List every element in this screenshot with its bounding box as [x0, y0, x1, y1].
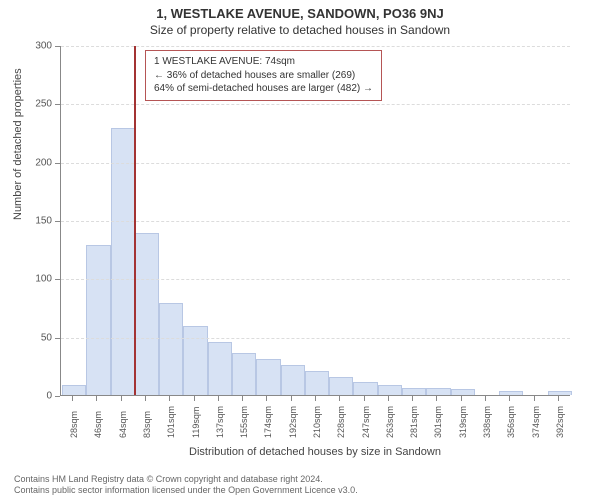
y-tick-label: 300 [22, 41, 52, 52]
marker-line [134, 46, 136, 395]
y-tick-mark [55, 163, 60, 164]
y-tick-mark [55, 396, 60, 397]
bar [281, 365, 305, 395]
x-tick-mark [412, 396, 413, 401]
y-tick-mark [55, 338, 60, 339]
x-tick-mark [364, 396, 365, 401]
y-tick-mark [55, 104, 60, 105]
bar [451, 389, 475, 395]
x-tick-label: 137sqm [215, 406, 225, 438]
y-tick-mark [55, 221, 60, 222]
x-tick-label: 83sqm [142, 411, 152, 438]
x-tick-label: 356sqm [506, 406, 516, 438]
grid-line [61, 163, 570, 164]
bar [329, 377, 353, 396]
x-tick-mark [218, 396, 219, 401]
x-tick-label: 155sqm [239, 406, 249, 438]
x-tick-mark [315, 396, 316, 401]
callout-line-1: 1 WESTLAKE AVENUE: 74sqm [154, 55, 373, 69]
bar [499, 391, 523, 396]
x-tick-label: 392sqm [555, 406, 565, 438]
x-tick-label: 174sqm [263, 406, 273, 438]
bar [111, 128, 135, 395]
bar [402, 388, 426, 395]
x-tick-label: 210sqm [312, 406, 322, 438]
x-tick-label: 247sqm [361, 406, 371, 438]
x-tick-mark [509, 396, 510, 401]
grid-line [61, 279, 570, 280]
plot-area: 1 WESTLAKE AVENUE: 74sqm ← 36% of detach… [60, 46, 570, 396]
footer: Contains HM Land Registry data © Crown c… [14, 474, 586, 497]
bar [183, 326, 207, 395]
x-tick-label: 119sqm [191, 407, 201, 438]
x-tick-label: 263sqm [385, 406, 395, 438]
bar [208, 342, 232, 396]
x-tick-mark [291, 396, 292, 401]
x-tick-mark [121, 396, 122, 401]
x-tick-mark [145, 396, 146, 401]
y-tick-label: 200 [22, 157, 52, 168]
x-tick-mark [96, 396, 97, 401]
x-tick-label: 192sqm [288, 406, 298, 438]
chart-container: 1, WESTLAKE AVENUE, SANDOWN, PO36 9NJ Si… [0, 0, 600, 500]
x-tick-label: 374sqm [531, 406, 541, 438]
callout-box: 1 WESTLAKE AVENUE: 74sqm ← 36% of detach… [145, 50, 382, 101]
y-tick-label: 100 [22, 274, 52, 285]
y-tick-mark [55, 279, 60, 280]
y-tick-mark [55, 46, 60, 47]
x-tick-label: 228sqm [336, 406, 346, 438]
x-tick-mark [534, 396, 535, 401]
footer-line-1: Contains HM Land Registry data © Crown c… [14, 474, 586, 485]
grid-line [61, 338, 570, 339]
x-tick-mark [485, 396, 486, 401]
x-tick-label: 301sqm [433, 406, 443, 438]
y-tick-label: 150 [22, 216, 52, 227]
x-tick-label: 46sqm [93, 411, 103, 438]
x-tick-label: 101sqm [166, 406, 176, 438]
x-tick-label: 64sqm [118, 411, 128, 438]
x-tick-mark [266, 396, 267, 401]
callout-line-2: ← 36% of detached houses are smaller (26… [154, 69, 373, 83]
x-tick-label: 281sqm [409, 406, 419, 438]
bar [353, 382, 377, 395]
x-tick-mark [436, 396, 437, 401]
y-tick-label: 250 [22, 99, 52, 110]
bar [159, 303, 183, 395]
x-tick-mark [169, 396, 170, 401]
chart-title: 1, WESTLAKE AVENUE, SANDOWN, PO36 9NJ [0, 0, 600, 21]
x-tick-mark [242, 396, 243, 401]
y-tick-label: 50 [22, 332, 52, 343]
bar [232, 353, 256, 395]
x-tick-label: 338sqm [482, 406, 492, 438]
y-axis-label: Number of detached properties [12, 68, 24, 220]
bar [305, 371, 329, 395]
chart-frame: 1 WESTLAKE AVENUE: 74sqm ← 36% of detach… [60, 46, 570, 396]
y-tick-label: 0 [22, 391, 52, 402]
bar [378, 385, 402, 395]
bar [256, 359, 280, 395]
x-tick-label: 28sqm [69, 411, 79, 438]
bar [426, 388, 450, 395]
x-tick-mark [72, 396, 73, 401]
x-tick-mark [339, 396, 340, 401]
x-tick-mark [461, 396, 462, 401]
x-tick-mark [388, 396, 389, 401]
grid-line [61, 46, 570, 47]
callout-line-3: 64% of semi-detached houses are larger (… [154, 82, 373, 96]
x-tick-mark [194, 396, 195, 401]
x-tick-mark [558, 396, 559, 401]
grid-line [61, 221, 570, 222]
x-axis-label: Distribution of detached houses by size … [60, 446, 570, 458]
x-tick-label: 319sqm [458, 406, 468, 438]
bar [62, 385, 86, 395]
grid-line [61, 104, 570, 105]
bar [548, 391, 572, 396]
bar [135, 233, 159, 395]
footer-line-2: Contains public sector information licen… [14, 485, 586, 496]
chart-subtitle: Size of property relative to detached ho… [0, 21, 600, 41]
bar [86, 245, 110, 395]
